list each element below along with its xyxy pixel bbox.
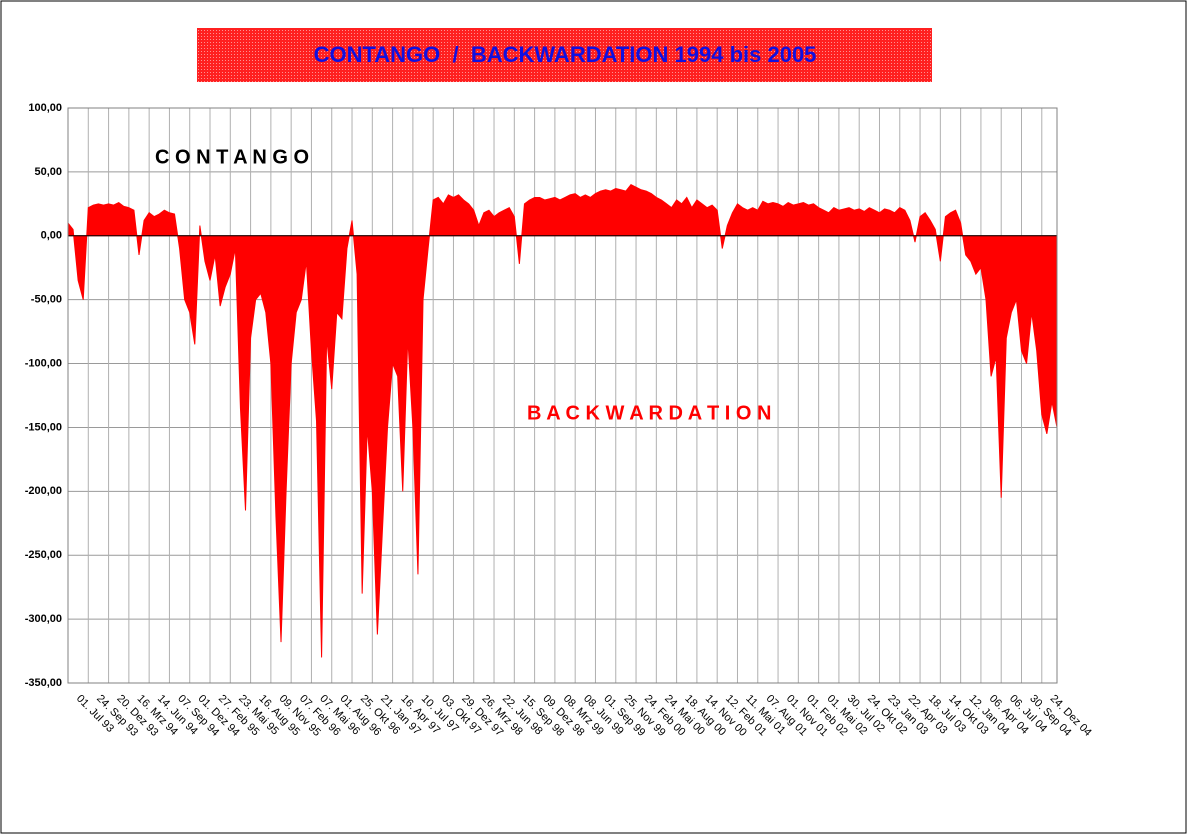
y-tick-label: -100,00 bbox=[25, 357, 62, 369]
y-tick-label: -50,00 bbox=[31, 294, 62, 306]
annotation: C O N T A N G O bbox=[155, 146, 309, 168]
y-tick-label: 0,00 bbox=[41, 230, 62, 242]
y-tick-label: 100,00 bbox=[28, 102, 62, 114]
y-tick-label: -350,00 bbox=[25, 677, 62, 689]
y-tick-label: -300,00 bbox=[25, 613, 62, 625]
y-tick-label: -250,00 bbox=[25, 549, 62, 561]
plot-border bbox=[67, 107, 1058, 684]
y-tick-label: -150,00 bbox=[25, 421, 62, 433]
y-tick-label: 50,00 bbox=[34, 166, 62, 178]
title-box bbox=[197, 28, 932, 82]
annotation: B A C K W A R D A T I O N bbox=[527, 402, 771, 424]
chart-title: CONTANGO / BACKWARDATION 1994 bis 2005 bbox=[314, 42, 817, 67]
y-tick-label: -200,00 bbox=[25, 485, 62, 497]
area bbox=[67, 184, 1058, 658]
